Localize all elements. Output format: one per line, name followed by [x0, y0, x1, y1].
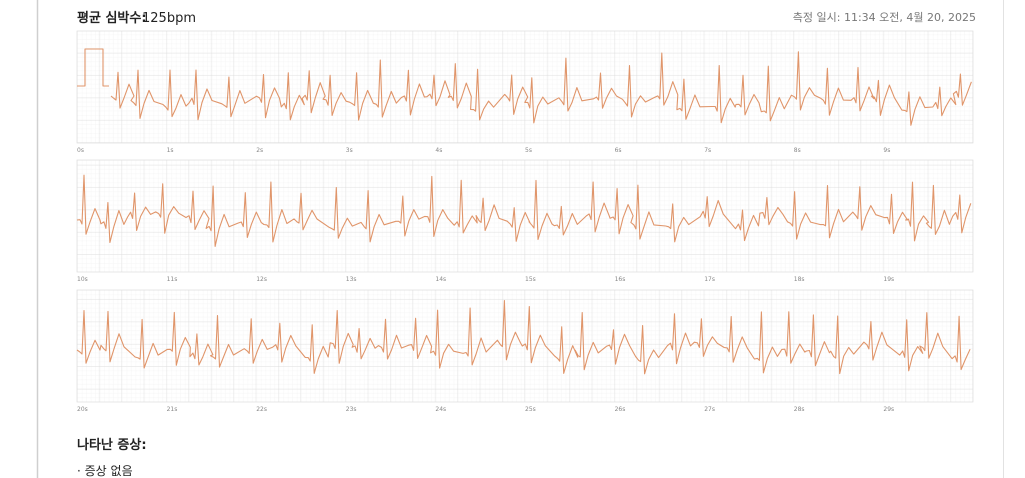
heart-rate-label: 평균 심박수:	[77, 10, 147, 26]
time-label: 11s	[167, 276, 178, 283]
time-label: 17s	[704, 276, 715, 283]
ecg-grid	[76, 289, 974, 403]
time-label: 14s	[435, 276, 446, 283]
timestamp: 측정 일시: 11:34 오전, 4월 20, 2025	[793, 10, 976, 24]
ecg-trace	[76, 174, 972, 247]
time-label: 6s	[615, 147, 622, 154]
time-label: 8s	[794, 147, 801, 154]
time-label: 10s	[77, 276, 88, 283]
symptoms-title: 나타난 증상:	[77, 437, 147, 453]
time-label: 15s	[525, 276, 536, 283]
time-label: 29s	[883, 406, 894, 413]
time-label: 1s	[167, 147, 174, 154]
time-label: 2s	[256, 147, 263, 154]
time-label: 5s	[525, 147, 532, 154]
time-label: 26s	[615, 406, 626, 413]
time-label: 19s	[883, 276, 894, 283]
ecg-trace	[76, 300, 971, 375]
time-label: 23s	[346, 406, 357, 413]
time-label: 4s	[435, 147, 442, 154]
time-label: 25s	[525, 406, 536, 413]
time-label: 9s	[883, 147, 890, 154]
time-label: 0s	[77, 147, 84, 154]
time-label: 20s	[77, 406, 88, 413]
time-label: 22s	[256, 406, 267, 413]
ecg-grid	[76, 30, 974, 144]
time-label: 24s	[435, 406, 446, 413]
heart-rate-value: 125bpm	[142, 11, 196, 26]
time-label: 12s	[256, 276, 267, 283]
ecg-trace	[77, 48, 972, 126]
time-label: 3s	[346, 147, 353, 154]
time-label: 27s	[704, 406, 715, 413]
time-label: 18s	[794, 276, 805, 283]
time-label: 28s	[794, 406, 805, 413]
ecg-grid	[76, 159, 974, 273]
time-label: 7s	[704, 147, 711, 154]
time-label: 13s	[346, 276, 357, 283]
time-label: 21s	[167, 406, 178, 413]
time-label: 16s	[615, 276, 626, 283]
symptom-item: · 증상 없음	[77, 464, 133, 478]
